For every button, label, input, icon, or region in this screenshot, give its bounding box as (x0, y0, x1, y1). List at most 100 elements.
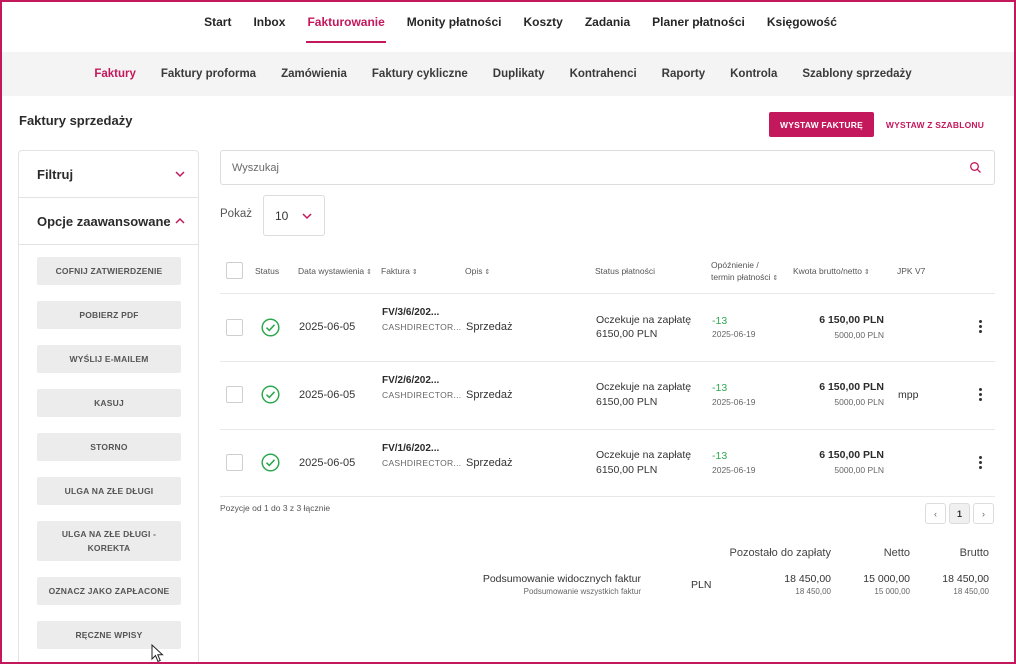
sub-nav-kontrahenci[interactable]: Kontrahenci (569, 68, 637, 80)
header-date-label: Data wystawienia (298, 266, 365, 276)
summary-all-gross: 18 450,00 (953, 587, 989, 596)
advanced-options-toggle[interactable]: Opcje zaawansowane (19, 198, 198, 245)
row-checkbox[interactable] (226, 386, 243, 403)
invoice-source: CASHDIRECTOR... (382, 390, 462, 400)
page-size-value: 10 (275, 208, 289, 223)
download-pdf-button[interactable]: POBIERZ PDF (37, 301, 181, 329)
delay-days: -13 (712, 382, 728, 394)
next-page-button[interactable]: › (973, 503, 994, 524)
header-invoice[interactable]: Faktura ⇕ (381, 265, 418, 279)
select-all-checkbox[interactable] (226, 262, 243, 279)
invoice-description: Sprzedaż (466, 321, 513, 333)
invoice-number[interactable]: FV/3/6/202... (382, 307, 440, 318)
summary-visible-label: Podsumowanie widocznych faktur (482, 573, 641, 585)
advanced-actions: COFNIJ ZATWIERDZENIE POBIERZ PDF WYŚLIJ … (19, 245, 198, 649)
send-email-button[interactable]: WYŚLIJ E-MAILEM (37, 345, 181, 373)
top-nav-fakturowanie[interactable]: Fakturowanie (296, 0, 395, 43)
kebab-menu-icon[interactable] (975, 388, 985, 404)
sort-icon: ⇕ (411, 269, 418, 276)
filter-label: Filtruj (37, 166, 74, 182)
storno-button[interactable]: STORNO (37, 433, 181, 461)
header-status: Status (255, 266, 280, 276)
payment-status-amount: 6150,00 PLN (596, 328, 658, 340)
divider (220, 429, 995, 430)
divider (220, 361, 995, 362)
payment-status-amount: 6150,00 PLN (596, 396, 658, 408)
search-input[interactable] (221, 151, 941, 184)
invoice-description: Sprzedaż (466, 389, 513, 401)
top-nav-koszty[interactable]: Koszty (523, 15, 563, 29)
header-jpk: JPK V7 (897, 266, 926, 276)
gross-amount: 6 150,00 PLN (819, 314, 884, 326)
sort-icon: ⇕ (772, 275, 779, 282)
net-amount: 5000,00 PLN (834, 330, 884, 340)
undo-approval-button[interactable]: COFNIJ ZATWIERDZENIE (37, 257, 181, 285)
row-checkbox[interactable] (226, 319, 243, 336)
check-circle-icon (261, 385, 280, 404)
bad-debt-correction-button[interactable]: ULGA NA ZŁE DŁUGI - KOREKTA (37, 521, 181, 561)
advanced-options-label: Opcje zaawansowane (37, 213, 171, 229)
sub-nav-szablony[interactable]: Szablony sprzedaży (802, 68, 912, 80)
top-nav-inbox[interactable]: Inbox (253, 15, 286, 29)
net-amount: 5000,00 PLN (834, 465, 884, 475)
header-delay-line2: termin płatności (711, 272, 771, 282)
page-size-label: Pokaż (220, 208, 252, 220)
payment-status-amount: 6150,00 PLN (596, 464, 658, 476)
header-amount[interactable]: Kwota brutto/netto ⇕ (793, 265, 870, 279)
sub-nav-zamowienia[interactable]: Zamówienia (281, 68, 347, 80)
top-nav-zadania[interactable]: Zadania (584, 15, 631, 29)
sub-nav-kontrola[interactable]: Kontrola (730, 68, 778, 80)
summary-gross-header: Brutto (959, 547, 989, 559)
issue-date: 2025-06-05 (299, 389, 356, 401)
page-1-button[interactable]: 1 (949, 503, 970, 524)
summary-all-label: Podsumowanie wszystkich faktur (523, 587, 641, 596)
kebab-menu-icon[interactable] (975, 456, 985, 472)
filter-toggle[interactable]: Filtruj (19, 151, 198, 198)
sub-nav-proforma[interactable]: Faktury proforma (160, 68, 257, 80)
mouse-pointer-icon (151, 644, 164, 663)
chevron-down-icon (175, 171, 185, 178)
issue-from-template-button[interactable]: WYSTAW Z SZABLONU (880, 112, 990, 137)
jpk-code: mpp (898, 389, 919, 401)
row-checkbox[interactable] (226, 454, 243, 471)
gross-amount: 6 150,00 PLN (819, 449, 884, 461)
invoice-description: Sprzedaż (466, 457, 513, 469)
sub-nav-faktury[interactable]: Faktury (94, 68, 136, 80)
kebab-menu-icon[interactable] (975, 320, 985, 336)
top-nav-monity[interactable]: Monity płatności (406, 15, 502, 29)
sort-icon: ⇕ (366, 269, 373, 276)
invoice-source: CASHDIRECTOR... (382, 458, 462, 468)
top-nav-ksiegowosc[interactable]: Księgowość (766, 15, 837, 29)
top-nav-start[interactable]: Start (204, 15, 232, 29)
mark-paid-button[interactable]: OZNACZ JAKO ZAPŁACONE (37, 577, 181, 605)
divider (220, 496, 995, 497)
sub-nav-cykliczne[interactable]: Faktury cykliczne (371, 68, 468, 80)
delay-days: -13 (712, 315, 728, 327)
header-date[interactable]: Data wystawienia ⇕ (298, 265, 372, 279)
delay-days: -13 (712, 450, 728, 462)
header-amount-label: Kwota brutto/netto (793, 266, 862, 276)
bad-debt-relief-button[interactable]: ULGA NA ZŁE DŁUGI (37, 477, 181, 505)
sub-nav-raporty[interactable]: Raporty (661, 68, 706, 80)
top-nav-planer[interactable]: Planer płatności (652, 15, 745, 29)
summary-visible-remaining: 18 450,00 (784, 573, 831, 585)
payment-status: Oczekuje na zapłatę (596, 381, 692, 393)
invoice-number[interactable]: FV/2/6/202... (382, 375, 440, 386)
top-nav: Start Inbox Fakturowanie Monity płatnośc… (0, 0, 1016, 52)
delete-button[interactable]: KASUJ (37, 389, 181, 417)
page-size-select[interactable]: 10 (263, 195, 325, 236)
issue-date: 2025-06-05 (299, 321, 356, 333)
chevron-up-icon (175, 217, 185, 224)
issue-invoice-button[interactable]: WYSTAW FAKTURĘ (769, 112, 874, 137)
check-circle-icon (261, 318, 280, 337)
prev-page-button[interactable]: ‹ (925, 503, 946, 524)
sort-icon: ⇕ (864, 269, 870, 276)
pagination-info: Pozycje od 1 do 3 z 3 łącznie (220, 503, 331, 513)
invoice-number[interactable]: FV/1/6/202... (382, 443, 440, 454)
net-amount: 5000,00 PLN (834, 397, 884, 407)
header-delay[interactable]: Opóźnienie / termin płatności ⇕ (711, 259, 778, 285)
search-icon[interactable] (969, 161, 982, 174)
sub-nav-duplikaty[interactable]: Duplikaty (492, 68, 545, 80)
manual-entries-button[interactable]: RĘCZNE WPISY (37, 621, 181, 649)
header-desc[interactable]: Opis ⇕ (465, 265, 490, 279)
